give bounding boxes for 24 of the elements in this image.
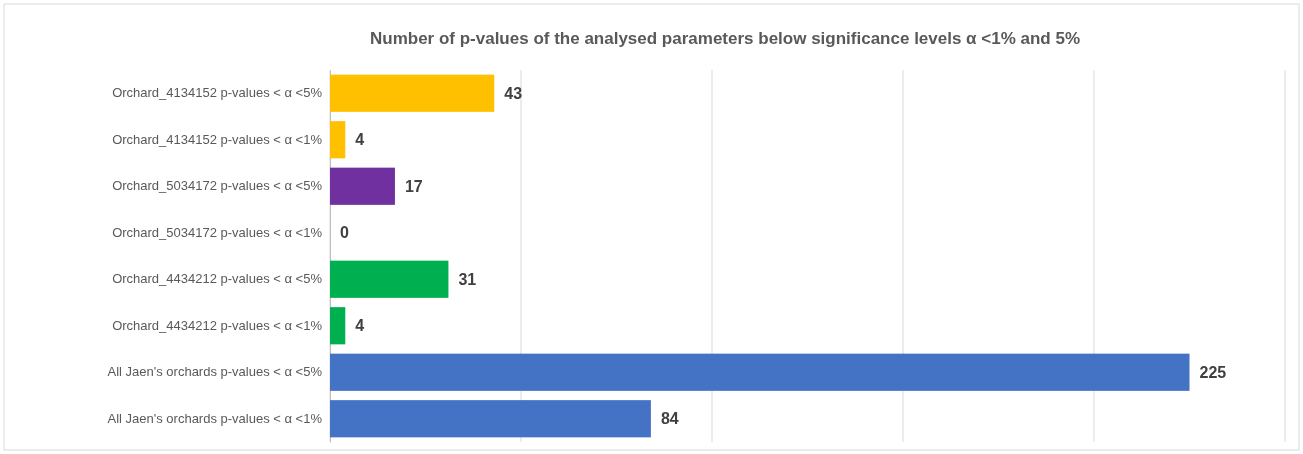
bar <box>330 400 651 438</box>
data-label: 225 <box>1199 363 1227 381</box>
y-tick-label: Orchard_4434212 p-values < α <5% <box>112 271 323 287</box>
data-label: 0 <box>340 224 349 242</box>
y-tick-label: Orchard_5034172 p-values < α <5% <box>112 178 323 194</box>
y-tick-label: Orchard_5034172 p-values < α <1% <box>112 224 323 240</box>
bar <box>330 353 1190 391</box>
data-label: 43 <box>504 84 523 102</box>
bar <box>330 260 449 298</box>
chart-title: Number of p-values of the analysed parameters below significance levels α <1% and 5% <box>369 29 1081 48</box>
data-label: 4 <box>355 317 365 335</box>
y-tick-label: Orchard_4434212 p-values < α <1% <box>112 317 323 333</box>
bar <box>330 167 395 205</box>
bar <box>330 121 346 159</box>
y-tick-label: All Jaen's orchards p-values < α <1% <box>107 410 323 426</box>
data-label: 4 <box>355 131 365 149</box>
y-tick-label: Orchard_4134152 p-values < α <5% <box>112 85 323 101</box>
data-label: 31 <box>458 270 477 288</box>
y-tick-label: All Jaen's orchards p-values < α <5% <box>107 364 323 380</box>
bar <box>330 307 346 345</box>
bar <box>330 74 495 112</box>
data-label: 17 <box>404 177 423 195</box>
y-tick-label: Orchard_4134152 p-values < α <1% <box>112 131 323 147</box>
data-label: 84 <box>660 410 679 428</box>
